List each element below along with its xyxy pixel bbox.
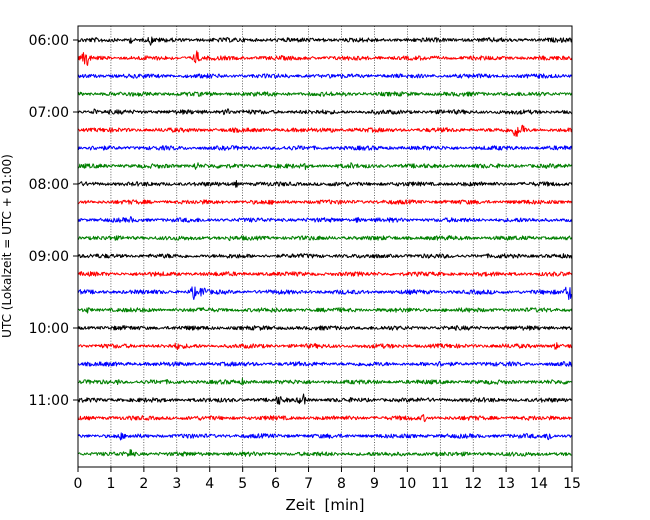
trace-0900 [77, 253, 573, 259]
x-tick-label: 6 [271, 476, 280, 492]
x-tick-label: 13 [497, 476, 515, 492]
y-tick-label: 07:00 [29, 105, 69, 121]
trace-0700 [77, 108, 573, 116]
trace-0945 [77, 307, 573, 314]
trace-1015 [77, 342, 573, 351]
trace-1115 [77, 414, 573, 423]
x-tick-label: 5 [238, 476, 247, 492]
trace-0630 [77, 73, 573, 79]
x-axis-ticks: 0 1 2 3 4 5 6 7 8 9 10 11 12 13 14 15 [74, 467, 581, 492]
trace-0915 [77, 271, 573, 277]
trace-0815 [77, 199, 573, 205]
y-tick-label: 11:00 [29, 393, 69, 409]
trace-0830 [77, 215, 573, 223]
y-tick-label: 10:00 [29, 321, 69, 337]
x-tick-label: 7 [304, 476, 313, 492]
x-tick-label: 9 [370, 476, 379, 492]
trace-0745 [77, 162, 573, 171]
x-tick-label: 3 [172, 476, 181, 492]
x-tick-label: 0 [74, 476, 83, 492]
trace-0600 [77, 36, 573, 46]
plot-frame [77, 25, 573, 468]
trace-1130 [77, 432, 573, 441]
trace-0930 [77, 286, 573, 301]
trace-1030 [77, 360, 573, 367]
x-tick-label: 11 [431, 476, 449, 492]
trace-0715 [77, 124, 573, 137]
y-tick-label: 09:00 [29, 249, 69, 265]
x-tick-label: 15 [563, 476, 581, 492]
y-axis-label: UTC (Lokalzeit = UTC + 01:00) [0, 154, 14, 338]
x-tick-label: 12 [464, 476, 482, 492]
x-tick-label: 14 [530, 476, 548, 492]
trace-0845 [77, 235, 573, 242]
trace-0800 [77, 180, 573, 188]
y-tick-label: 08:00 [29, 177, 69, 193]
trace-1000 [77, 325, 573, 331]
seismic-traces [77, 36, 573, 457]
trace-0730 [77, 145, 573, 151]
x-tick-label: 2 [139, 476, 148, 492]
trace-0645 [77, 91, 573, 97]
trace-0615 [77, 50, 573, 66]
vertical-grid [110, 26, 540, 467]
x-axis-label: Zeit [min] [285, 496, 364, 514]
x-tick-label: 8 [337, 476, 346, 492]
trace-1045 [77, 377, 573, 386]
y-axis-ticks: 06:00 07:00 08:00 09:00 10:00 11:00 [29, 33, 78, 409]
trace-1100 [77, 393, 573, 405]
trace-1145 [77, 448, 573, 457]
x-tick-label: 1 [106, 476, 115, 492]
y-tick-label: 06:00 [29, 33, 69, 49]
x-tick-label: 4 [205, 476, 214, 492]
x-tick-label: 10 [398, 476, 416, 492]
